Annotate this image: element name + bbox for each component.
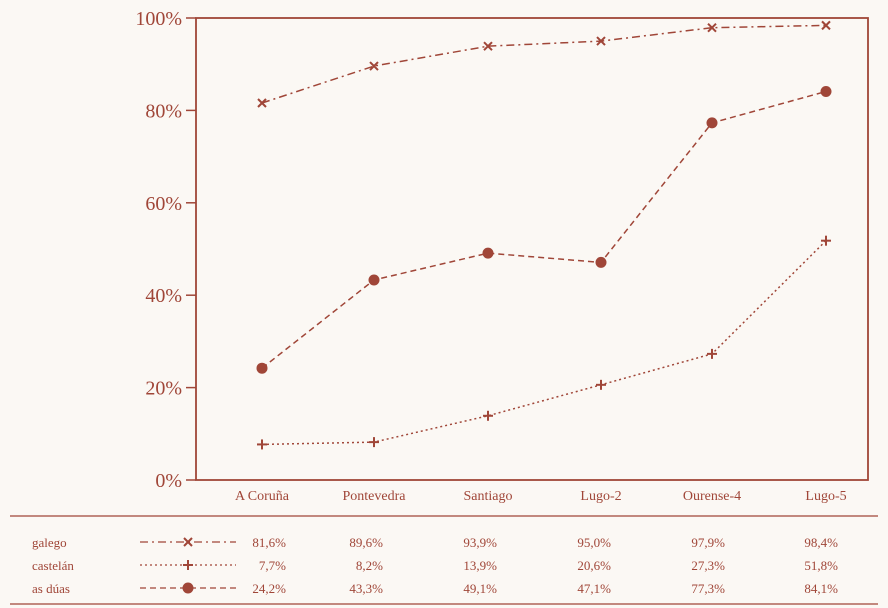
data-point bbox=[368, 274, 380, 286]
series-lines bbox=[256, 20, 832, 450]
table-value: 89,6% bbox=[349, 535, 383, 550]
table-value: 7,7% bbox=[259, 558, 286, 573]
table-value: 81,6% bbox=[252, 535, 286, 550]
table-value: 27,3% bbox=[691, 558, 725, 573]
data-point bbox=[596, 36, 606, 46]
table-value: 77,3% bbox=[691, 581, 725, 596]
legend-series-name: as dúas bbox=[32, 581, 70, 596]
data-point bbox=[483, 41, 493, 51]
y-axis: 0% 20% 40% 60% 80% 100% bbox=[135, 8, 196, 492]
data-point bbox=[706, 117, 718, 129]
series-circle bbox=[256, 85, 832, 374]
table-value: 47,1% bbox=[577, 581, 611, 596]
x-category-label: Lugo-2 bbox=[580, 489, 621, 504]
table-value: 51,8% bbox=[804, 558, 838, 573]
table-value: 98,4% bbox=[804, 535, 838, 550]
y-tick-label: 80% bbox=[145, 100, 182, 122]
legend-marker bbox=[183, 537, 193, 547]
data-point bbox=[256, 362, 268, 374]
data-point bbox=[595, 256, 607, 268]
table-value: 8,2% bbox=[356, 558, 383, 573]
data-point bbox=[369, 437, 379, 448]
y-tick-label: 40% bbox=[145, 285, 182, 307]
data-point bbox=[821, 20, 831, 31]
data-point bbox=[483, 410, 493, 421]
x-category-label: Lugo-5 bbox=[805, 489, 846, 504]
table-value: 95,0% bbox=[577, 535, 611, 550]
x-category-label: Ourense-4 bbox=[683, 489, 741, 504]
series-line bbox=[261, 240, 827, 446]
x-axis-categories: A Coruña Pontevedra Santiago Lugo-2 Ourense-… bbox=[235, 489, 847, 504]
x-category-label: Santiago bbox=[464, 489, 513, 504]
table-value: 93,9% bbox=[463, 535, 497, 550]
data-point bbox=[369, 61, 379, 71]
legend-series-name: castelán bbox=[32, 558, 74, 573]
y-tick-label: 20% bbox=[145, 378, 182, 400]
legend-series-name: galego bbox=[32, 535, 67, 550]
data-point bbox=[821, 235, 831, 246]
data-point bbox=[707, 348, 717, 359]
y-tick-label: 0% bbox=[155, 470, 182, 492]
series-line bbox=[261, 90, 827, 369]
x-category-label: A Coruña bbox=[235, 489, 290, 504]
data-point bbox=[482, 247, 494, 259]
table-value: 97,9% bbox=[691, 535, 725, 550]
data-point bbox=[707, 22, 717, 33]
table-value: 24,2% bbox=[252, 581, 286, 596]
table-value: 49,1% bbox=[463, 581, 497, 596]
plot-frame bbox=[195, 17, 869, 481]
data-point bbox=[596, 379, 606, 390]
data-point bbox=[257, 439, 267, 450]
data-point bbox=[820, 85, 832, 97]
legend-marker bbox=[183, 560, 193, 570]
table-value: 43,3% bbox=[349, 581, 383, 596]
plot-border bbox=[195, 17, 869, 481]
table-value: 20,6% bbox=[577, 558, 611, 573]
data-point bbox=[257, 98, 267, 108]
y-tick-label: 100% bbox=[135, 8, 182, 30]
table-value: 13,9% bbox=[463, 558, 497, 573]
x-category-label: Pontevedra bbox=[343, 489, 407, 504]
legend-marker bbox=[182, 582, 194, 594]
series-x bbox=[257, 20, 831, 108]
table-value: 84,1% bbox=[804, 581, 838, 596]
y-tick-label: 60% bbox=[145, 193, 182, 215]
series-line bbox=[261, 24, 827, 104]
series-plus bbox=[257, 235, 831, 450]
data-table: galego 81,6% 89,6% 93,9% 95,0% 97,9% 98,4% cast… bbox=[10, 515, 878, 605]
